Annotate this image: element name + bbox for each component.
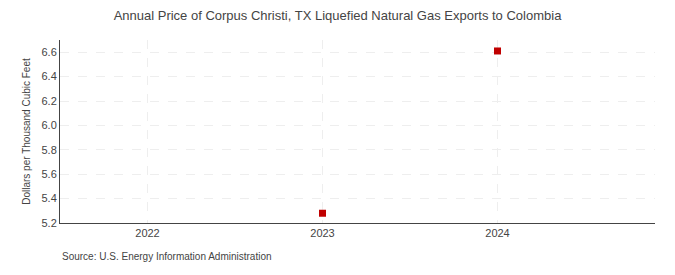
svg-text:Dollars per Thousand Cubic Fee: Dollars per Thousand Cubic Feet	[21, 58, 32, 205]
svg-text:Source: U.S. Energy Informatio: Source: U.S. Energy Information Administ…	[62, 251, 272, 262]
svg-text:5.2: 5.2	[42, 217, 57, 229]
svg-text:6.0: 6.0	[42, 119, 57, 131]
svg-text:6.2: 6.2	[42, 95, 57, 107]
svg-text:2023: 2023	[310, 227, 334, 239]
svg-text:2022: 2022	[135, 227, 159, 239]
svg-text:5.4: 5.4	[42, 192, 57, 204]
svg-text:5.6: 5.6	[42, 168, 57, 180]
svg-text:6.4: 6.4	[42, 70, 57, 82]
svg-text:2024: 2024	[485, 227, 509, 239]
svg-text:6.6: 6.6	[42, 46, 57, 58]
svg-text:Annual Price of Corpus Christi: Annual Price of Corpus Christi, TX Lique…	[114, 8, 563, 23]
svg-text:5.8: 5.8	[42, 144, 57, 156]
